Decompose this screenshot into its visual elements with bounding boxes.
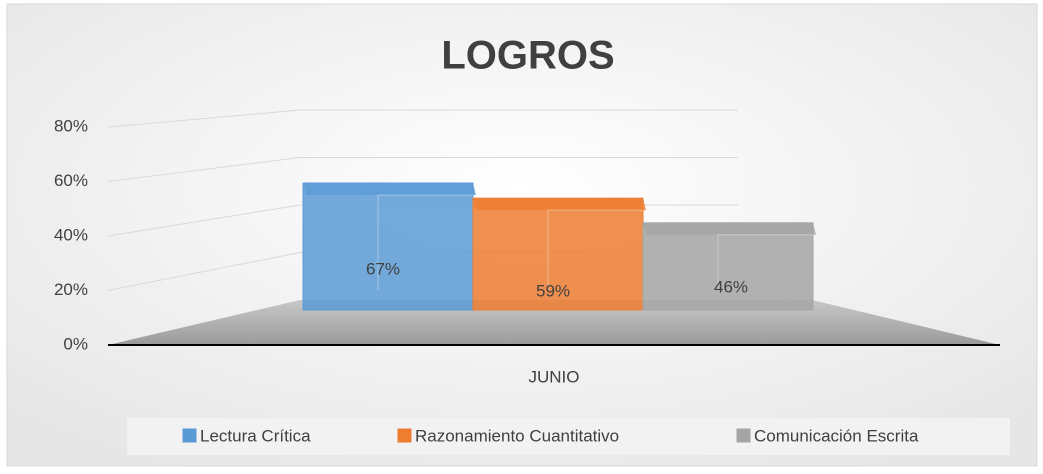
floor (108, 300, 1000, 345)
legend-label: Razonamiento Cuantitativo (415, 426, 619, 445)
grid-line (107, 157, 301, 182)
y-tick-label: 60% (54, 171, 88, 190)
data-label: 59% (536, 281, 570, 300)
legend (127, 418, 1010, 455)
grid-line (107, 252, 301, 291)
y-tick-label: 40% (54, 225, 88, 244)
chart-title: LOGROS (441, 34, 614, 78)
bar (472, 197, 644, 311)
x-tick-label: JUNIO (529, 367, 580, 386)
data-label: 67% (366, 259, 400, 278)
grid-line (107, 204, 301, 237)
bar (642, 222, 814, 311)
legend-swatch (736, 428, 751, 443)
grid-line (107, 109, 301, 128)
bar (302, 182, 474, 311)
legend-label: Lectura Crítica (200, 426, 311, 445)
y-tick-label: 0% (63, 334, 88, 353)
legend-swatch (182, 428, 197, 443)
data-label: 46% (714, 277, 748, 296)
legend-swatch (397, 428, 412, 443)
y-tick-label: 20% (54, 280, 88, 299)
legend-label: Comunicación Escrita (754, 426, 919, 445)
y-tick-label: 80% (54, 116, 88, 135)
